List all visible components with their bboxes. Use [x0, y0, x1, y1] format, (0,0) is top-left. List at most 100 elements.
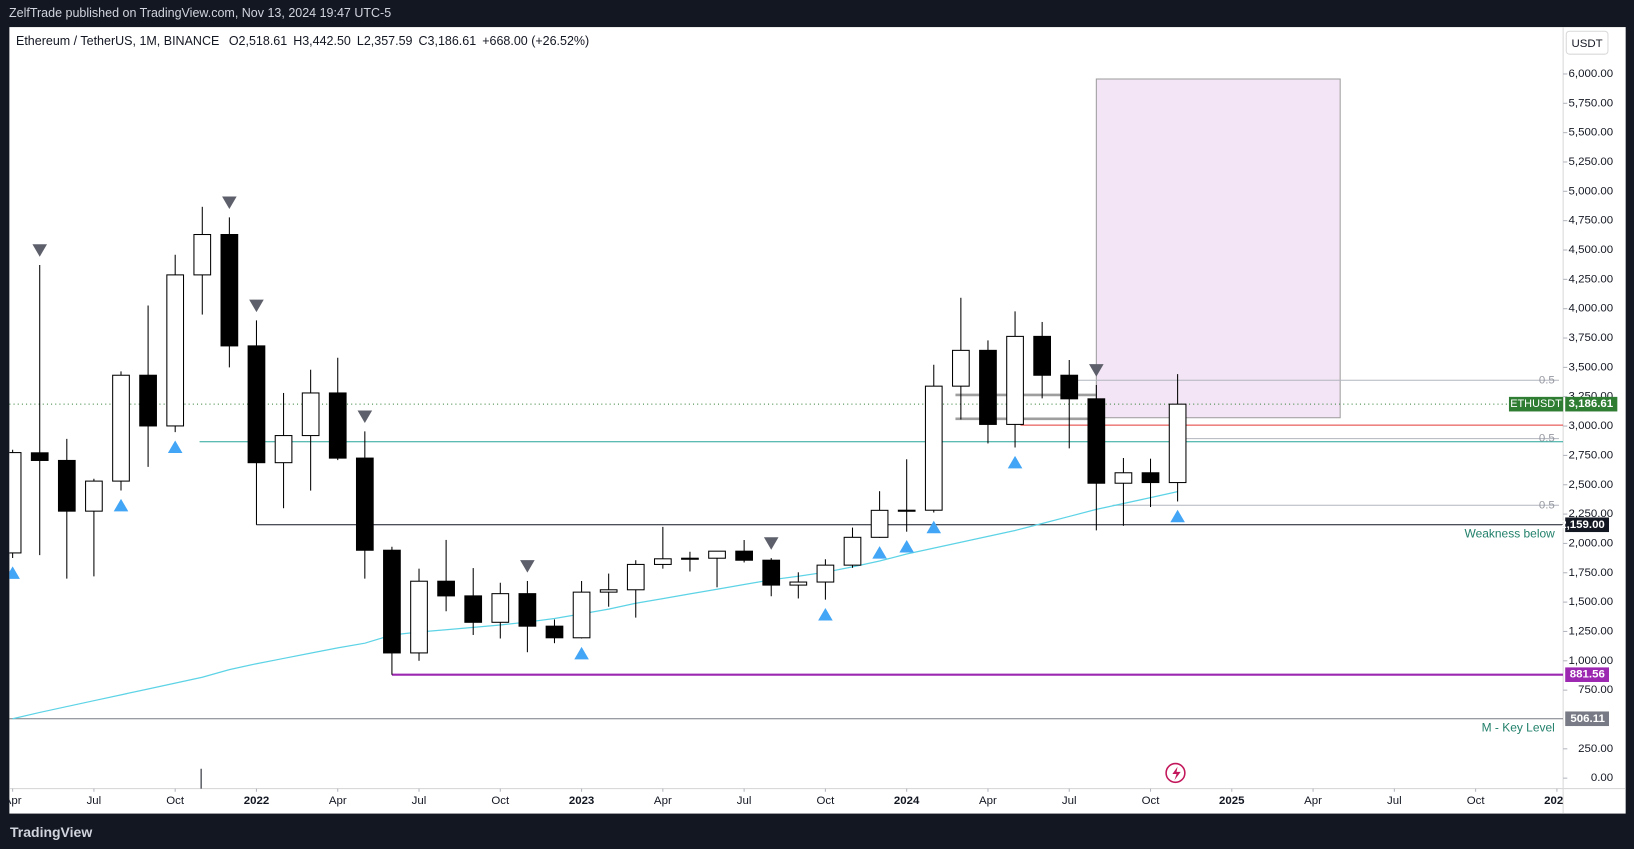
- candle-body: [193, 233, 212, 276]
- candle-body: [301, 392, 320, 437]
- level-tag: [1565, 667, 1609, 682]
- candle-body: [789, 581, 808, 586]
- last-price-tag: [1565, 396, 1618, 412]
- y-tick-label: 3,000.00: [1569, 420, 1614, 432]
- candle-body: [1114, 472, 1133, 484]
- candle-body: [952, 349, 970, 387]
- x-tick-label: Apr: [654, 795, 672, 807]
- x-tick-label: Oct: [166, 795, 185, 807]
- y-tick-label: 5,750.00: [1569, 97, 1614, 109]
- candle-body: [166, 274, 185, 427]
- buy-signal: [1007, 455, 1023, 469]
- candle-body: [681, 557, 699, 560]
- x-tick-label: 2025: [1219, 795, 1245, 807]
- candle-body: [599, 589, 618, 593]
- y-tick-label: 1,250.00: [1569, 625, 1614, 637]
- level-note: Weakness below: [1465, 526, 1556, 540]
- candle-body: [410, 580, 428, 654]
- candle-body: [816, 564, 835, 583]
- x-tick-label: Oct: [816, 795, 835, 807]
- fib-label: 0.5: [1539, 499, 1555, 511]
- y-tick-label: 1,000.00: [1569, 655, 1614, 667]
- y-tick-label: 250.00: [1578, 743, 1613, 755]
- y-tick-label: 2,500.00: [1569, 479, 1614, 491]
- candle-body: [274, 435, 293, 464]
- candle-body: [979, 349, 997, 425]
- x-tick-label: Apr: [1304, 795, 1322, 807]
- fib-label: 0.5: [1539, 433, 1555, 445]
- y-tick-label: 2,250.00: [1569, 508, 1614, 520]
- sell-signal: [357, 410, 373, 424]
- candle-body: [518, 593, 537, 627]
- candle-body: [355, 457, 374, 551]
- last-price-name-tag: [1508, 396, 1564, 412]
- level-tag-label: 881.56: [1570, 669, 1605, 681]
- y-tick-label: 0.00: [1591, 772, 1613, 784]
- chart-area: [9, 27, 1626, 814]
- y-tick-label: 750.00: [1578, 684, 1613, 696]
- last-price-name: ETHUSDT: [1510, 398, 1562, 410]
- currency-box[interactable]: [1565, 30, 1609, 55]
- buy-signal: [926, 520, 942, 534]
- legend-value: H3,442.50: [293, 34, 351, 48]
- sell-signal: [1089, 364, 1104, 377]
- x-tick-label: Jul: [87, 795, 102, 807]
- footer-logo: TradingView: [10, 824, 93, 840]
- sell-signal: [763, 537, 779, 550]
- level-note: M - Key Level: [1482, 720, 1555, 734]
- candle-body: [870, 509, 889, 538]
- candle-body: [1060, 374, 1079, 400]
- y-tick-label: 2,000.00: [1569, 537, 1614, 549]
- y-tick-label: 4,750.00: [1569, 215, 1614, 227]
- y-tick-label: 3,750.00: [1569, 332, 1614, 344]
- candle-body: [626, 563, 645, 591]
- candle-body: [1141, 472, 1160, 484]
- x-tick-label: 2026: [1544, 795, 1569, 807]
- y-tick-label: 5,250.00: [1569, 156, 1614, 168]
- y-tick-label: 4,000.00: [1569, 303, 1614, 315]
- x-tick-label: 2022: [244, 795, 269, 807]
- y-tick-label: 3,500.00: [1569, 361, 1614, 373]
- sell-signal: [32, 244, 48, 257]
- candle-body: [762, 559, 781, 586]
- buy-signal: [872, 546, 887, 559]
- candle-body: [1087, 398, 1106, 484]
- sell-signal: [222, 196, 237, 210]
- x-tick-label: Apr: [979, 795, 997, 807]
- candle-body: [247, 345, 266, 464]
- y-tick-label: 4,250.00: [1569, 273, 1614, 285]
- candle-body: [897, 509, 916, 512]
- candle-body: [843, 536, 862, 566]
- y-tick-label: 6,000.00: [1569, 68, 1614, 80]
- candle-body: [924, 385, 943, 511]
- legend-value: O2,518.61: [228, 34, 288, 48]
- buy-signal: [9, 566, 20, 579]
- x-tick-label: Oct: [1142, 795, 1161, 807]
- y-tick-label: 5,000.00: [1569, 185, 1614, 197]
- moving-average: [12, 491, 1178, 720]
- x-tick-label: Apr: [329, 795, 347, 807]
- buy-signal: [167, 440, 183, 453]
- currency: USDT: [1572, 38, 1603, 50]
- y-tick-label: 3,250.00: [1569, 391, 1614, 403]
- publish-header: ZelfTrade published on TradingView.com, …: [9, 6, 392, 20]
- target-box: [1095, 78, 1341, 419]
- x-tick-label: Jul: [737, 795, 752, 807]
- candle-body: [85, 480, 103, 512]
- buy-signal: [1170, 509, 1185, 523]
- candle-body: [328, 392, 347, 459]
- x-tick-label: Apr: [4, 795, 22, 807]
- sell-signal: [249, 299, 264, 313]
- y-tick-label: 1,500.00: [1569, 596, 1614, 608]
- candle-body: [57, 459, 76, 512]
- candle-body: [220, 233, 239, 347]
- candle-body: [735, 550, 753, 561]
- level-tag-label: 2,159.00: [1560, 519, 1605, 531]
- y-tick-label: 1,750.00: [1569, 567, 1614, 579]
- candle-body: [572, 591, 591, 639]
- price-axis: 0.00 250.00 750.00 1,000.00 1,250.00 1,500.00…: [1508, 68, 1618, 784]
- x-tick-label: Jul: [412, 795, 427, 807]
- level-tag: [1565, 711, 1609, 727]
